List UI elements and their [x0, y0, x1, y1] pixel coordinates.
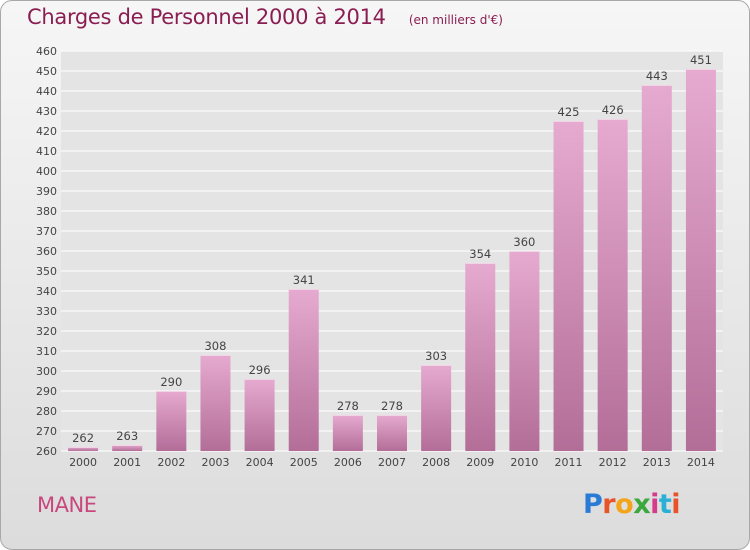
- x-tick-label: 2014: [687, 456, 715, 469]
- logo-letter: t: [658, 489, 672, 520]
- bar-2005: [288, 289, 319, 451]
- commune-name: MANE: [37, 493, 97, 517]
- y-tick-label: 280: [36, 405, 57, 418]
- bar-2012: [597, 119, 628, 451]
- x-tick-label: 2000: [69, 456, 97, 469]
- y-tick-label: 430: [36, 105, 57, 118]
- x-tick-label: 2005: [290, 456, 318, 469]
- x-tick-label: 2011: [555, 456, 583, 469]
- logo-letter: r: [602, 489, 616, 520]
- bar-2004: [244, 379, 275, 451]
- bar-2007: [377, 415, 407, 451]
- y-tick-label: 340: [36, 285, 57, 298]
- y-tick-label: 390: [36, 185, 57, 198]
- data-label: 425: [558, 105, 580, 119]
- data-label: 426: [602, 103, 624, 117]
- logo-letter: x: [633, 489, 651, 520]
- x-tick-label: 2013: [643, 456, 671, 469]
- bar-2011: [553, 121, 584, 451]
- y-tick-label: 260: [36, 445, 57, 458]
- x-tick-label: 2002: [157, 456, 185, 469]
- data-label: 443: [646, 69, 668, 83]
- data-label: 263: [116, 429, 138, 443]
- data-label: 360: [513, 235, 535, 249]
- bar-2010: [509, 251, 540, 451]
- data-label: 278: [337, 399, 359, 413]
- logo-letter: i: [650, 489, 659, 520]
- y-tick-label: 460: [36, 45, 57, 58]
- x-tick-label: 2012: [599, 456, 627, 469]
- data-label: 354: [469, 247, 491, 261]
- y-tick-label: 330: [36, 305, 57, 318]
- x-tick-label: 2006: [334, 456, 362, 469]
- x-tick-label: 2001: [113, 456, 141, 469]
- y-tick-label: 400: [36, 165, 57, 178]
- y-tick-label: 420: [36, 125, 57, 138]
- data-label: 262: [72, 431, 94, 445]
- data-label: 303: [425, 349, 447, 363]
- y-tick-label: 350: [36, 265, 57, 278]
- data-label: 341: [293, 273, 315, 287]
- bar-2009: [465, 263, 496, 451]
- chart-title: Charges de Personnel 2000 à 2014: [27, 5, 386, 29]
- bar-2003: [200, 355, 231, 451]
- data-label: 308: [204, 339, 226, 353]
- y-tick-label: 410: [36, 145, 57, 158]
- bar-2006: [332, 415, 363, 451]
- logo-letter: o: [615, 489, 634, 520]
- x-tick-label: 2007: [378, 456, 406, 469]
- y-tick-label: 290: [36, 385, 57, 398]
- chart-subtitle: (en milliers d'€): [408, 13, 503, 27]
- y-tick-label: 370: [36, 225, 57, 238]
- title-row: Charges de Personnel 2000 à 2014 (en mil…: [27, 5, 503, 29]
- proxiti-logo: Proxiti: [583, 489, 681, 520]
- logo-letter: i: [671, 489, 681, 520]
- x-tick-label: 2010: [510, 456, 538, 469]
- bar-2002: [156, 391, 187, 451]
- bar-2001: [112, 445, 143, 451]
- data-label: 278: [381, 399, 403, 413]
- y-tick-label: 270: [36, 425, 57, 438]
- x-tick-label: 2009: [466, 456, 494, 469]
- data-label: 451: [690, 53, 712, 67]
- x-tick-label: 2003: [201, 456, 229, 469]
- bar-2013: [641, 85, 672, 451]
- bar-2000: [68, 447, 99, 451]
- y-tick-label: 440: [36, 85, 57, 98]
- y-tick-label: 320: [36, 325, 57, 338]
- logo-letter: P: [583, 489, 603, 520]
- y-tick-label: 300: [36, 365, 57, 378]
- bar-2014: [685, 69, 716, 451]
- y-tick-label: 360: [36, 245, 57, 258]
- x-tick-label: 2004: [246, 456, 274, 469]
- data-label: 290: [160, 375, 182, 389]
- data-label: 296: [249, 363, 271, 377]
- y-tick-label: 380: [36, 205, 57, 218]
- bar-2008: [421, 365, 452, 451]
- y-tick-label: 310: [36, 345, 57, 358]
- x-tick-label: 2008: [422, 456, 450, 469]
- y-tick-label: 450: [36, 65, 57, 78]
